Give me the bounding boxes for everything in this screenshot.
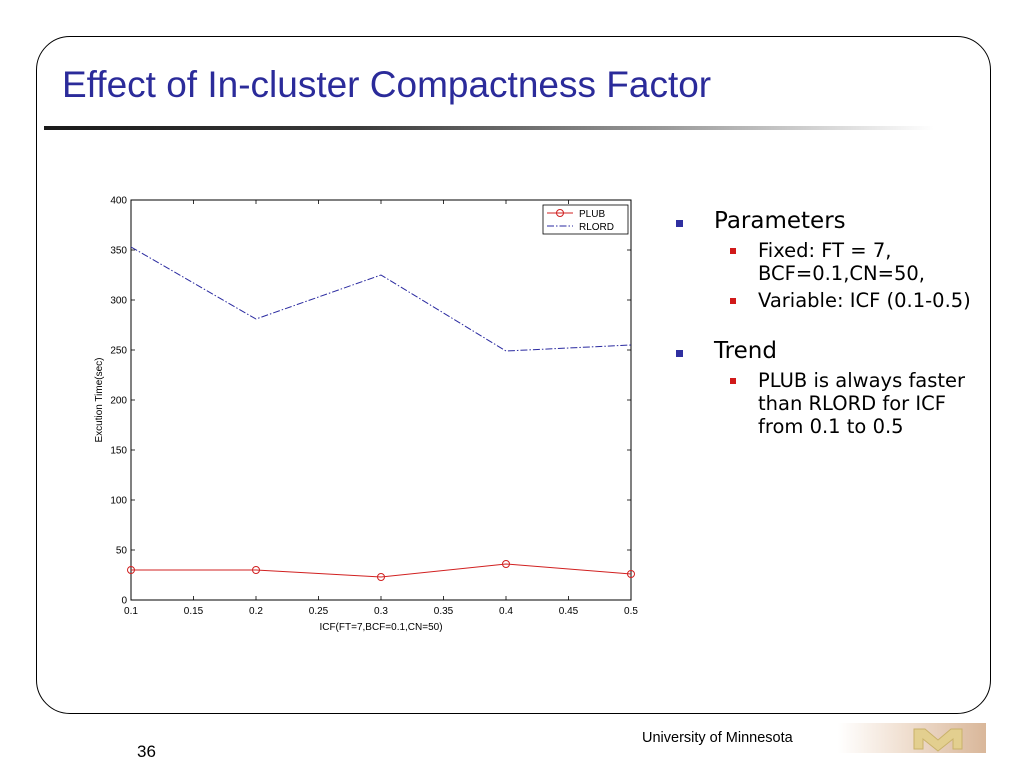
series-line-plub [131,563,632,578]
y-tick-label: 200 [110,396,127,407]
y-tick-label: 150 [110,446,127,457]
sub-bullet-fixed-text: Fixed: FT = 7, BCF=0.1,CN=50, [758,239,925,285]
y-axis-ticks: 0 50 100 150 200 250 300 350 400 [110,196,631,607]
y-axis-label: Excution Time(sec) [94,357,105,442]
x-tick-label: 0.15 [184,606,204,617]
footer-institution: University of Minnesota [642,730,793,746]
x-tick-label: 0.25 [309,606,329,617]
square-bullet-icon [676,350,683,357]
square-bullet-icon [730,298,736,304]
sub-bullet-trend: PLUB is always faster than RLORD for ICF… [676,369,976,438]
bullet-trend: Trend [676,338,976,365]
x-tick-label: 0.2 [249,606,263,617]
square-bullet-icon [676,220,683,227]
y-tick-label: 250 [110,346,127,357]
sub-bullet-variable-text: Variable: ICF (0.1-0.5) [758,289,971,312]
y-tick-label: 50 [116,546,128,557]
x-tick-label: 0.45 [559,606,579,617]
slide-title: Effect of In-cluster Compactness Factor [62,64,712,105]
x-tick-label: 0.5 [624,606,638,617]
legend-plub-label: PLUB [579,209,605,220]
slide-frame [36,36,991,714]
sub-bullet-fixed: Fixed: FT = 7, BCF=0.1,CN=50, [676,239,976,285]
bullet-list: Parameters Fixed: FT = 7, BCF=0.1,CN=50,… [676,208,976,438]
series-layer [127,246,635,581]
chart-legend: PLUB RLORD [542,204,629,235]
data-point-plub [252,566,260,574]
x-axis-label: ICF(FT=7,BCF=0.1,CN=50) [319,622,442,633]
data-point-plub [502,560,510,568]
y-tick-label: 0 [121,596,127,607]
page-number: 36 [137,742,156,761]
y-tick-label: 300 [110,296,127,307]
title-underline [44,126,934,130]
sub-bullet-trend-text: PLUB is always faster than RLORD for ICF… [758,369,966,438]
square-bullet-icon [730,248,736,254]
x-tick-label: 0.35 [434,606,454,617]
series-line-rlord [130,246,632,352]
sub-bullet-variable: Variable: ICF (0.1-0.5) [676,289,976,312]
x-axis-ticks: 0.1 0.15 0.2 0.25 0.3 0.35 0.4 0.45 0.5 [124,200,638,617]
data-point-plub [627,570,635,578]
square-bullet-icon [730,378,736,384]
plot-frame [130,199,632,601]
x-tick-label: 0.4 [499,606,513,617]
execution-time-chart: 0.1 0.15 0.2 0.25 0.3 0.35 0.4 0.45 0.5 0 50 100 15… [94,196,638,634]
bullet-trend-text: Trend [714,338,777,364]
legend-plub-marker [556,209,564,217]
university-m-logo [913,728,963,752]
x-tick-label: 0.1 [124,606,138,617]
legend-rlord-label: RLORD [579,222,614,233]
y-tick-label: 400 [110,196,127,207]
bullet-parameters: Parameters [676,208,976,235]
y-tick-label: 350 [110,246,127,257]
data-point-plub [127,566,135,574]
x-tick-label: 0.3 [374,606,388,617]
data-point-plub [377,573,385,581]
y-tick-label: 100 [110,496,127,507]
bullet-parameters-text: Parameters [714,208,846,234]
